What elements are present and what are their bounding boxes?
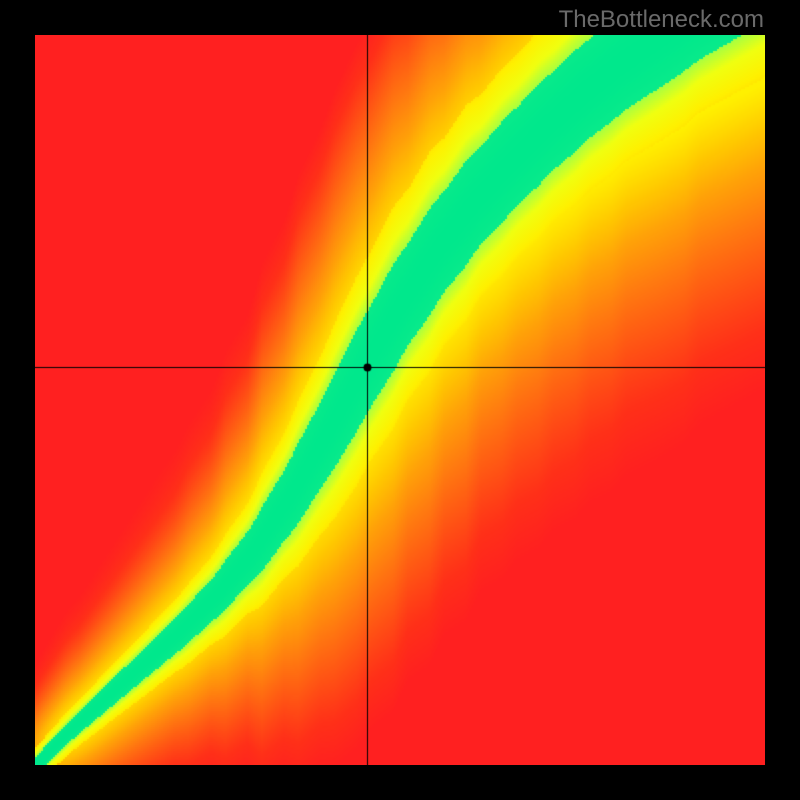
heatmap-plot — [35, 35, 765, 765]
heatmap-canvas — [35, 35, 765, 765]
watermark-text: TheBottleneck.com — [559, 6, 764, 34]
